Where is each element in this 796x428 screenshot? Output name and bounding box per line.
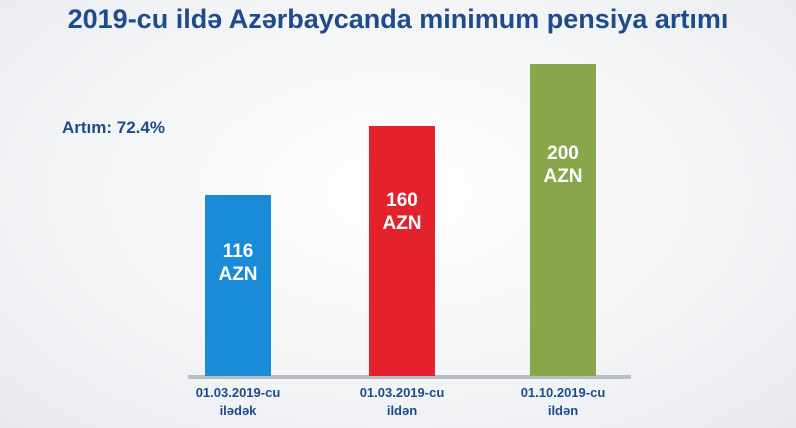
bar	[530, 64, 596, 376]
data-label: 116 AZN	[218, 241, 258, 286]
x-tick-label: 01.10.2019-cu ildən	[520, 385, 606, 418]
x-axis	[188, 375, 631, 379]
bar	[369, 126, 435, 376]
x-tick-label: 01.03.2019-cu ilədək	[195, 385, 281, 418]
x-tick-label: 01.03.2019-cu ildən	[359, 385, 445, 418]
chart-title: 2019-cu ildə Azərbaycanda minimum pensiy…	[67, 4, 729, 34]
data-label: 200 AZN	[543, 143, 583, 187]
bar	[205, 195, 271, 376]
annotation: Artım: 72.4%	[62, 118, 165, 137]
data-label: 160 AZN	[382, 189, 422, 234]
